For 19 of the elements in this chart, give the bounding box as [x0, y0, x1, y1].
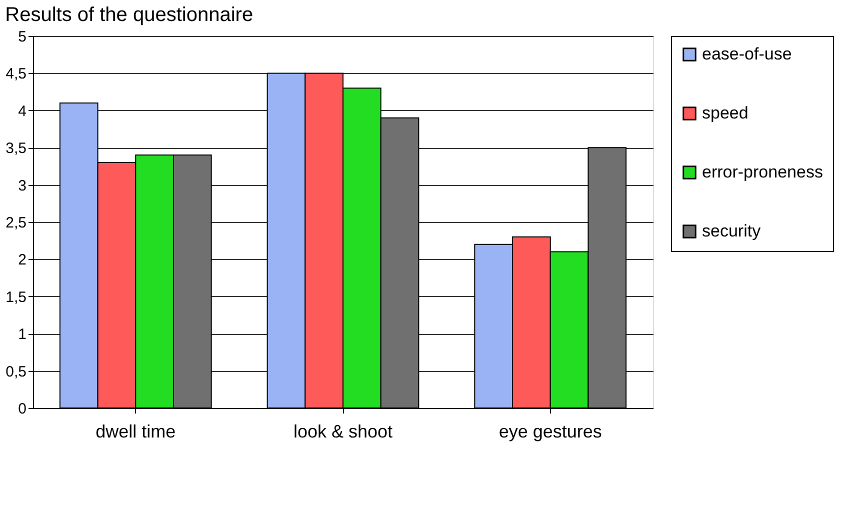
y-tick-label: 2	[18, 252, 26, 269]
y-tick-label: 4,5	[6, 66, 26, 83]
chart-title: Results of the questionnaire	[5, 4, 254, 26]
y-tick-label: 5	[18, 28, 26, 46]
y-tick-label: 0	[18, 400, 26, 418]
y-tick-label: 3,5	[6, 140, 26, 158]
x-tick-label: dwell time	[96, 422, 176, 442]
x-tick-label: look & shoot	[293, 422, 393, 442]
legend-label: ease-of-use	[702, 44, 792, 64]
y-tick-label: 4	[18, 102, 26, 120]
y-tick-label: 3	[18, 177, 26, 194]
y-tick-label: 1,5	[6, 288, 26, 306]
y-tick-label: 2,5	[6, 214, 26, 232]
legend-label: security	[702, 222, 762, 240]
legend-label: speed	[702, 104, 748, 122]
y-tick-label: 1	[18, 326, 26, 344]
x-tick-label: eye gestures	[498, 422, 602, 442]
y-tick-label: 0,5	[6, 363, 26, 380]
legend-label: error-proneness	[702, 162, 823, 182]
